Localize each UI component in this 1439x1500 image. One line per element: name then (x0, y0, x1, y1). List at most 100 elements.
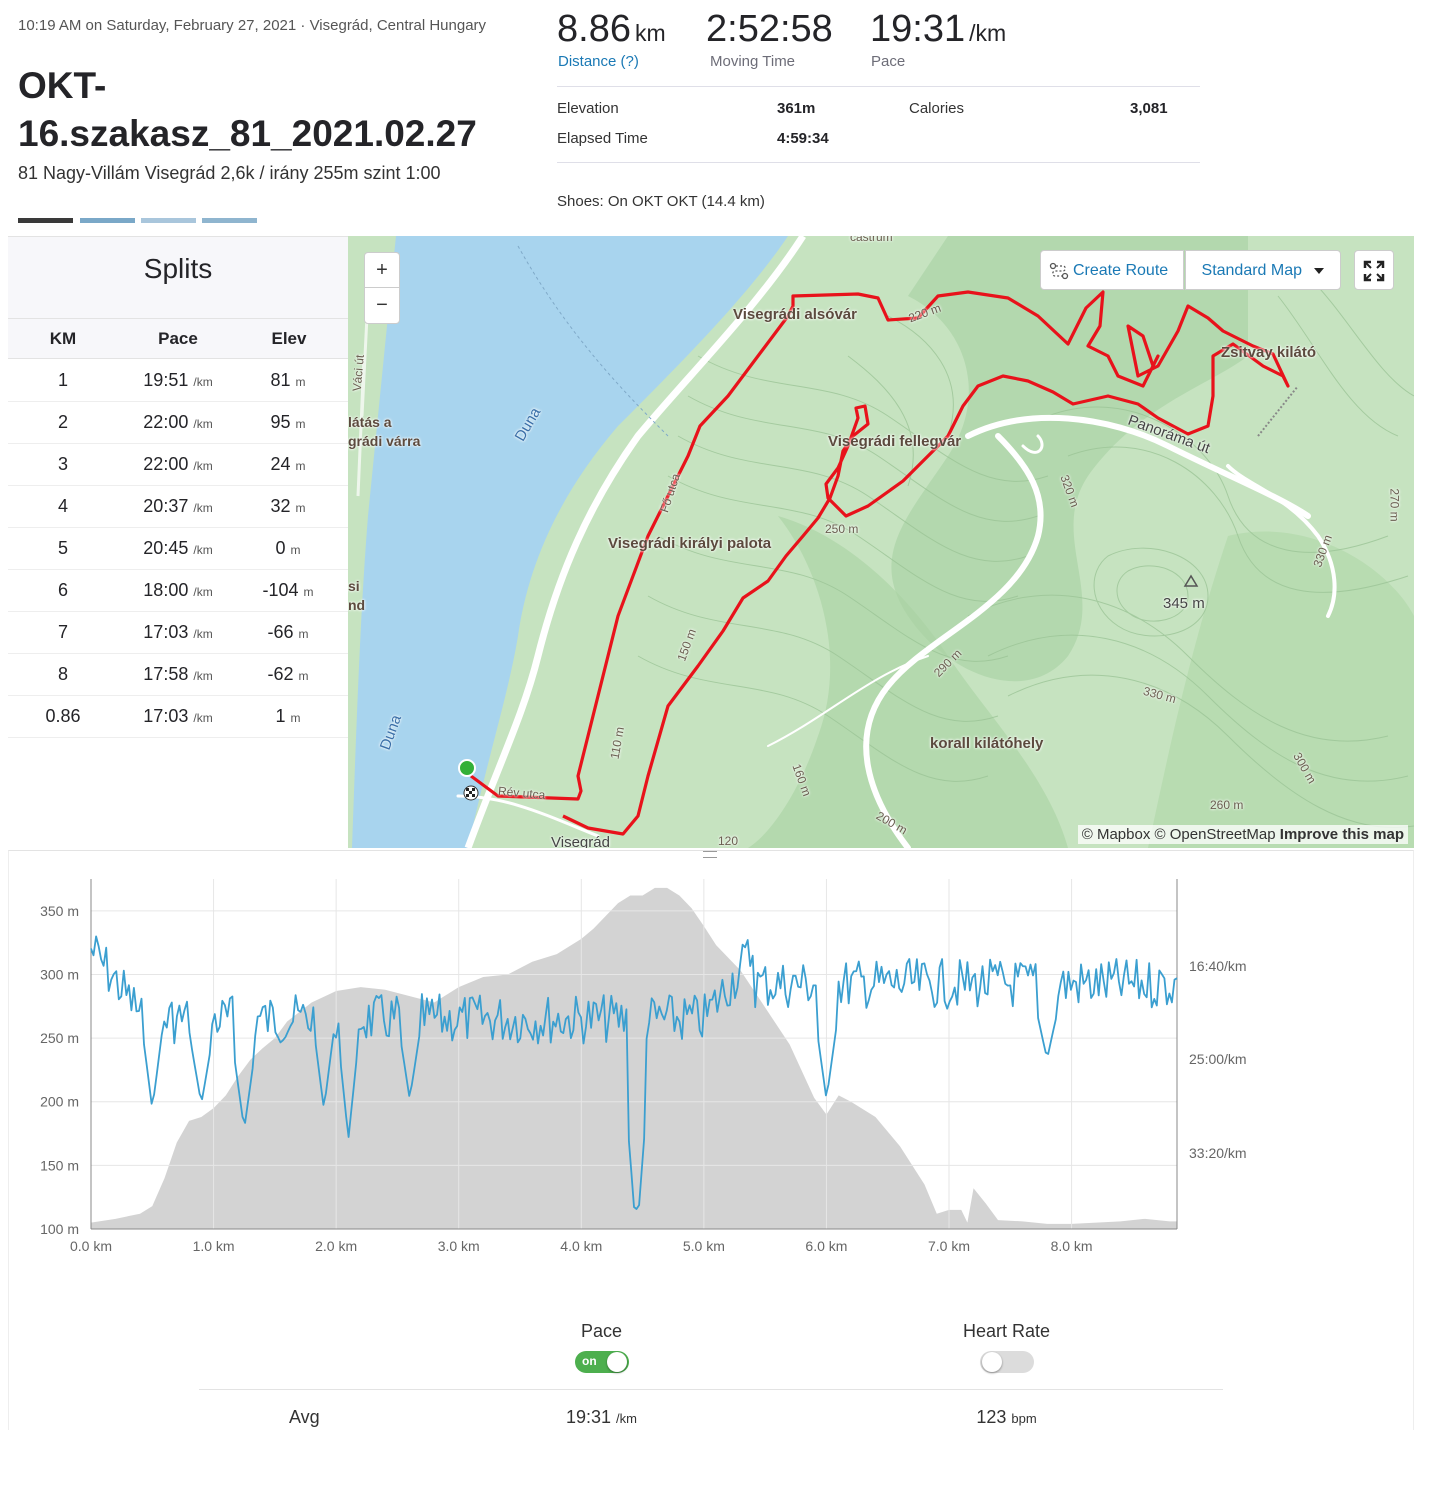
split-row: 4 20:37 /km 32 m (8, 486, 348, 528)
label-peak: 345 m (1163, 595, 1205, 612)
elevation-pace-chart[interactable]: 350 m 300 m 250 m 200 m 150 m 100 m0.0 km 1.0 … (9, 851, 1413, 1261)
expand-icon (1363, 260, 1385, 282)
x-tick-label: 7.0 km (928, 1238, 970, 1254)
zoom-in-button[interactable]: + (365, 253, 399, 288)
map-canvas[interactable] (348, 236, 1414, 848)
peak-icon (1183, 574, 1199, 587)
activity-date-location: 10:19 AM on Saturday, February 27, 2021 … (18, 17, 487, 34)
map-type-label: Standard Map (1201, 262, 1303, 279)
x-tick-label: 0.0 km (70, 1238, 112, 1254)
split-elev: 81 m (270, 370, 306, 390)
pace-tick-label: 25:00/km (1189, 1051, 1247, 1067)
elevation-pace-chart-panel: 350 m 300 m 250 m 200 m 150 m 100 m 0.0 km 1.0 … (8, 850, 1414, 1430)
route-line[interactable] (470, 290, 1290, 836)
split-pace: 22:00 /km (143, 454, 213, 474)
split-km: 1 (57, 370, 68, 390)
map-type-dropdown[interactable]: Standard Map (1185, 250, 1341, 290)
label-also-var: Visegrádi alsóvár (733, 306, 857, 323)
distance-label[interactable]: Distance (?) (558, 53, 639, 70)
x-tick-label: 2.0 km (315, 1238, 357, 1254)
column-km: KM (49, 329, 77, 348)
avg-label: Avg (289, 1407, 320, 1427)
splits-panel: Splits KM Pace Elev 1 19:51 /km 81 m 2 22:00… (8, 236, 348, 850)
divider (557, 86, 1200, 87)
label-contour-270: 270 m (1387, 488, 1402, 522)
distance-stat: 8.86 km (557, 8, 666, 50)
split-km: 3 (57, 454, 68, 474)
avg-heart-rate-value: 123 bpm (976, 1407, 1037, 1427)
y-tick-label: 100 m (40, 1221, 79, 1237)
y-tick-label: 200 m (40, 1094, 79, 1110)
toggle-knob (607, 1352, 627, 1372)
split-elev: 95 m (270, 412, 306, 432)
x-tick-label: 1.0 km (193, 1238, 235, 1254)
map-attribution: © Mapbox © OpenStreetMap Improve this ma… (1077, 825, 1408, 844)
pace-tick-label: 33:20/km (1189, 1145, 1247, 1161)
split-elev: 32 m (270, 496, 306, 516)
elevation-label: Elevation (557, 100, 619, 117)
label-varra: grádi várra (348, 433, 421, 449)
roads (456, 414, 1337, 848)
avg-pace-value: 19:31 /km (565, 1407, 637, 1427)
elapsed-time-value: 4:59:34 (777, 130, 829, 147)
elapsed-time-label: Elapsed Time (557, 130, 648, 147)
shoes-info: Shoes: On OKT OKT (14.4 km) (557, 193, 765, 210)
route-map[interactable]: Visegrádi alsóvár Visegrádi fellegvár Vi… (348, 236, 1414, 848)
split-elev: -62 m (267, 664, 309, 684)
splits-header: Splits (8, 237, 348, 319)
improve-map-link[interactable]: Improve this map (1279, 826, 1404, 843)
create-route-label: Create Route (1073, 262, 1169, 279)
split-row: 6 18:00 /km -104 m (8, 570, 348, 612)
split-km: 8 (57, 664, 68, 684)
elevation-value: 361m (777, 100, 816, 117)
split-pace: 20:37 /km (143, 496, 213, 516)
split-pace: 17:03 /km (143, 706, 213, 726)
heart-rate-toggle-label: Heart Rate (962, 1321, 1051, 1341)
label-castrum: castrum (850, 236, 893, 244)
split-elev: -104 m (262, 580, 314, 600)
x-tick-label: 6.0 km (805, 1238, 847, 1254)
pace-stat: 19:31/km (870, 8, 1007, 50)
split-elev: 0 m (275, 538, 301, 558)
label-korall: korall kilátóhely (930, 735, 1044, 752)
y-tick-label: 250 m (40, 1030, 79, 1046)
split-elev: 24 m (270, 454, 306, 474)
split-km: 4 (57, 496, 68, 516)
heart-rate-toggle[interactable] (980, 1351, 1034, 1373)
chevron-down-icon (1314, 267, 1325, 274)
calories-label: Calories (909, 100, 965, 117)
label-si: si (348, 578, 360, 594)
split-row: 0.86 17:03 /km 1 m (8, 696, 348, 738)
photo-thumbnail[interactable] (141, 218, 196, 223)
photo-thumbnail[interactable] (18, 218, 73, 223)
activity-description: 81 Nagy-Villám Visegrád 2,6k / irány 255… (18, 163, 441, 183)
danube-river (348, 236, 788, 848)
split-km: 2 (57, 412, 68, 432)
photo-thumbnail[interactable] (80, 218, 135, 223)
splits-column-headers: KM Pace Elev (8, 319, 348, 359)
x-tick-label: 3.0 km (438, 1238, 480, 1254)
split-pace: 19:51 /km (143, 370, 213, 390)
x-tick-label: 4.0 km (560, 1238, 602, 1254)
split-row: 8 17:58 /km -62 m (8, 654, 348, 696)
elevation-area (91, 887, 1177, 1229)
fullscreen-button[interactable] (1354, 250, 1394, 290)
pace-toggle-label: Pace (580, 1321, 623, 1341)
forest-shade (748, 516, 1068, 848)
split-row: 1 19:51 /km 81 m (8, 360, 348, 402)
start-marker (458, 759, 476, 777)
split-km: 6 (57, 580, 68, 600)
resize-handle[interactable] (703, 851, 717, 858)
create-route-button[interactable]: Create Route (1040, 250, 1184, 290)
split-pace: 17:03 /km (143, 622, 213, 642)
lift-line (1257, 385, 1299, 437)
route-icon (1049, 262, 1069, 279)
y-tick-label: 150 m (40, 1157, 79, 1173)
split-row: 3 22:00 /km 24 m (8, 444, 348, 486)
split-row: 5 20:45 /km 0 m (8, 528, 348, 570)
zoom-out-button[interactable]: − (376, 294, 388, 316)
photo-thumbnail[interactable] (202, 218, 257, 223)
zoom-control: + − (364, 252, 400, 324)
pace-toggle[interactable]: on (575, 1351, 629, 1373)
split-pace: 22:00 /km (143, 412, 213, 432)
